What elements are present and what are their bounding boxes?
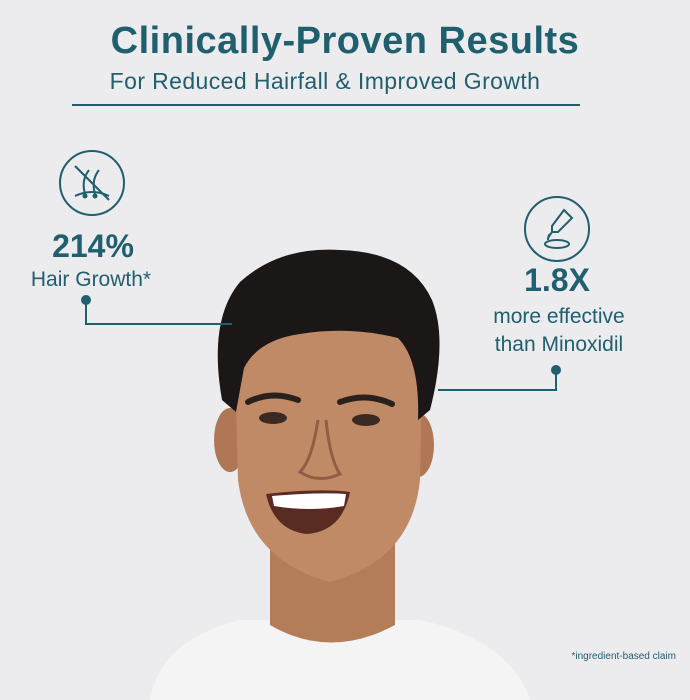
footnote: *ingredient-based claim [571,651,676,662]
page-subtitle: For Reduced Hairfall & Improved Growth [109,68,541,94]
effectiveness-value: 1.8X [524,262,590,298]
effectiveness-label-line2: than Minoxidil [494,333,624,356]
dropper-serum-icon [524,196,590,262]
hair-growth-value: 214% [52,228,134,264]
page-title: Clinically-Proven Results [110,20,580,62]
hair-follicle-no-fall-icon [59,150,125,216]
hair-growth-label: Hair Growth* [30,268,152,291]
effectiveness-label-line1: more effective [493,305,625,328]
header-divider [72,104,580,106]
